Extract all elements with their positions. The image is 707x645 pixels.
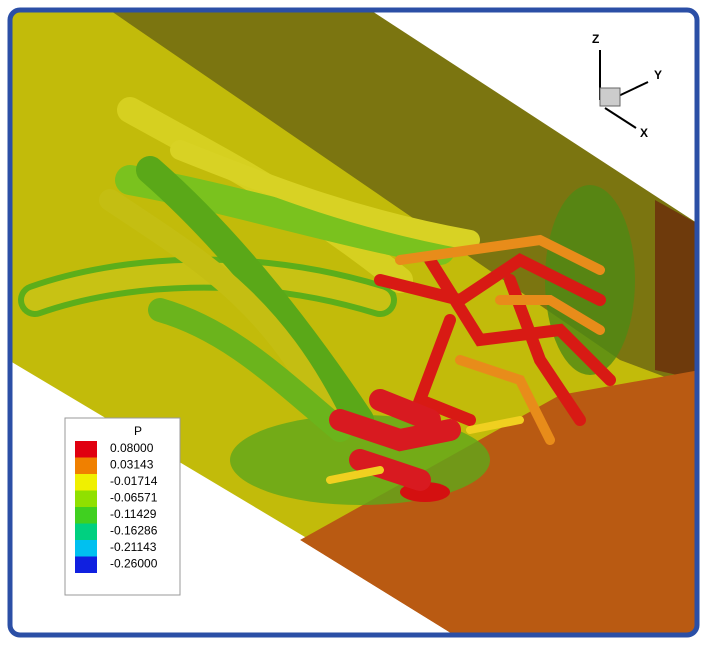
legend-label: -0.11429 xyxy=(110,507,157,521)
legend-label: -0.06571 xyxy=(110,491,158,505)
legend-swatch xyxy=(75,540,97,557)
legend-label: 0.03143 xyxy=(110,458,154,472)
x-axis-label: X xyxy=(640,126,648,140)
legend-swatch xyxy=(75,524,97,541)
legend: P 0.08000 0.03143 -0.01714 -0.06571 -0.11429… xyxy=(65,418,180,595)
legend-label: -0.21143 xyxy=(110,540,157,554)
z-axis-label: Z xyxy=(592,32,599,46)
legend-swatch xyxy=(75,474,97,491)
legend-swatch xyxy=(75,491,97,508)
triad-cube xyxy=(600,88,620,106)
legend-title: P xyxy=(134,424,142,438)
legend-swatch xyxy=(75,507,97,524)
legend-label: -0.26000 xyxy=(110,557,158,571)
legend-swatch xyxy=(75,441,97,458)
legend-swatch xyxy=(75,557,97,574)
legend-label: -0.16286 xyxy=(110,524,158,538)
legend-swatch xyxy=(75,458,97,475)
legend-label: -0.01714 xyxy=(110,474,158,488)
side-wall xyxy=(655,200,700,380)
y-axis-label: Y xyxy=(654,68,662,82)
legend-label: 0.08000 xyxy=(110,441,154,455)
screenshot: Z Y X P 0.08000 0.03143 -0.01714 -0.06571 -0… xyxy=(0,0,707,645)
